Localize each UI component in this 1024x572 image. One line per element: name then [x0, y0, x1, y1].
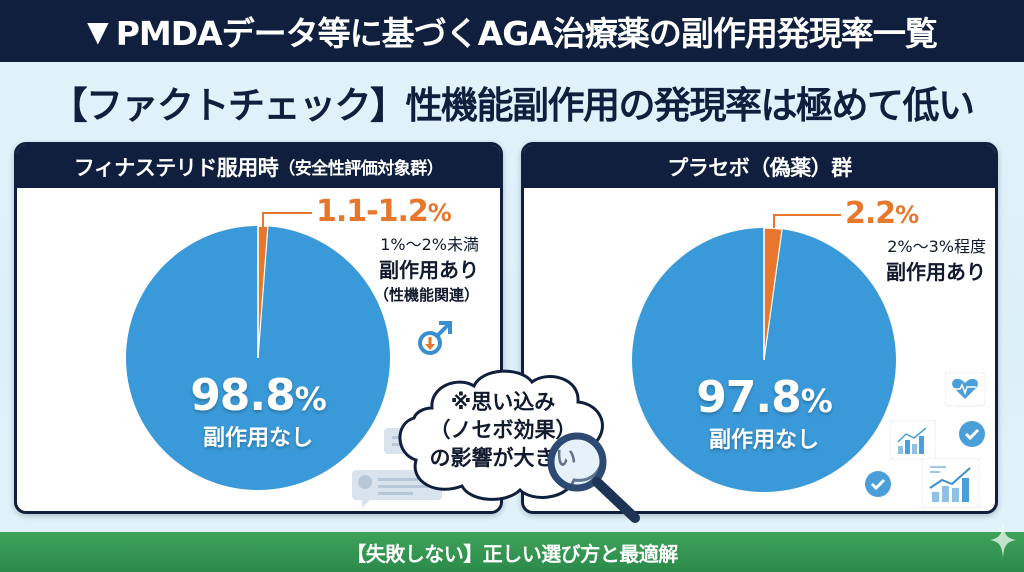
placebo-side-effect-note: 2%〜3%程度 副作用あり	[886, 237, 986, 284]
sparkle-icon	[990, 522, 1016, 562]
finasteride-side-effect-note: 1%〜2%未満 副作用あり （性機能関連）	[373, 235, 479, 304]
finasteride-no-side-effect-pct: 98.8%	[190, 370, 327, 421]
footer-banner: 【失敗しない】正しい選び方と最適解	[0, 532, 1024, 572]
finasteride-panel-header: フィナステリド服用時 （安全性評価対象群）	[17, 145, 500, 188]
panel-title: フィナステリド服用時	[73, 155, 279, 180]
panel-subtitle: （安全性評価対象群）	[278, 159, 444, 179]
fact-check-subtitle: 【ファクトチェック】性機能副作用の発現率は極めて低い	[50, 84, 976, 127]
placebo-side-effect-pct: 2.2%	[845, 196, 919, 231]
placebo-leader-line	[773, 214, 841, 228]
placebo-pie-chart	[632, 228, 896, 492]
panel-title: プラセボ（偽薬）群	[667, 155, 852, 180]
triangle-down-icon: ▼	[87, 14, 109, 48]
male-symbol-down-arrow-icon	[415, 318, 455, 362]
header-bar: ▼ PMDAデータ等に基づくAGA治療薬の副作用発現率一覧	[0, 0, 1024, 62]
placebo-no-side-effect-pct: 97.8%	[696, 372, 833, 423]
page-title: PMDAデータ等に基づくAGA治療薬の副作用発現率一覧	[115, 14, 938, 53]
heart-rate-icon	[944, 371, 986, 418]
finasteride-leader-line	[262, 212, 312, 228]
finasteride-side-effect-pct: 1.1-1.2%	[316, 194, 452, 229]
check-circle-icon	[864, 470, 892, 502]
magnifying-glass-icon	[545, 430, 645, 534]
finasteride-pie-chart	[126, 226, 390, 490]
growth-chart-icon	[921, 457, 981, 512]
placebo-panel-header: プラセボ（偽薬）群	[524, 145, 995, 188]
check-circle-icon	[958, 420, 986, 452]
finasteride-no-side-effect-label: 副作用なし	[202, 426, 313, 451]
placebo-no-side-effect-label: 副作用なし	[708, 428, 819, 453]
bar-chart-icon	[889, 419, 937, 464]
